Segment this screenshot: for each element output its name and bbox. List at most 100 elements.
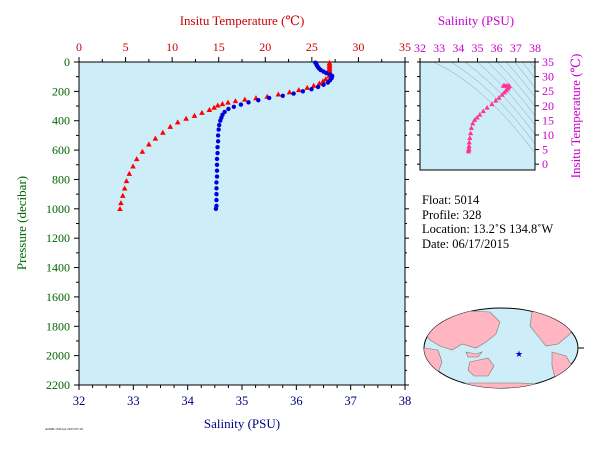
temperature-point (174, 119, 181, 125)
temperature-point (152, 135, 159, 141)
ts-y-tick-label: 10 (542, 128, 554, 142)
temperature-point (206, 106, 213, 112)
salinity-point (214, 162, 220, 167)
isopycnal-line (487, 62, 535, 116)
temperature-point (183, 115, 189, 121)
salinity-point (216, 127, 221, 132)
ts-point (500, 83, 506, 88)
isopycnal-line (514, 62, 535, 88)
float-value: 5014 (454, 193, 480, 207)
bottom-tick-label: 35 (236, 394, 249, 408)
salinity-point (214, 186, 219, 191)
salinity-point (321, 82, 326, 87)
isopycnal-line (496, 62, 535, 107)
temperature-point (139, 148, 146, 154)
ts-point (484, 104, 490, 110)
salinity-point (214, 156, 220, 162)
salinity-point (215, 133, 221, 138)
location-row: Location: 13.2˚S 134.8˚W (422, 222, 553, 237)
temperature-point (146, 141, 152, 147)
bottom-tick-label: 38 (399, 394, 412, 408)
isopycnal-line (464, 62, 535, 135)
footer-credit: AOML/NOAA 2015/07/16 (45, 427, 83, 431)
left-tick-label: 1000 (46, 202, 70, 216)
left-tick-label: 200 (52, 84, 70, 98)
location-label: Location: (422, 222, 470, 236)
ts-point (477, 111, 483, 117)
salinity-point (309, 86, 314, 92)
salinity-point (324, 70, 329, 76)
temperature-point (225, 99, 231, 105)
isopycnal-line (420, 0, 535, 13)
date-label: Date: (422, 236, 450, 251)
left-tick-label: 400 (52, 114, 70, 128)
salinity-point (214, 180, 219, 185)
top-tick-label: 30 (352, 40, 364, 54)
bottom-tick-label: 36 (290, 394, 303, 408)
temperature-point (211, 104, 217, 110)
salinity-point (214, 197, 219, 203)
temperature-point (320, 78, 326, 84)
ts-y-tick-label: 35 (542, 55, 554, 69)
float-label: Float: (422, 193, 452, 207)
ts-y-tick-label: 20 (542, 99, 554, 113)
top-axis-title: Insitu Temperature (℃) (180, 13, 305, 28)
temperature-point (123, 178, 130, 184)
map-land-antarctica (429, 382, 571, 388)
left-tick-label: 800 (52, 172, 70, 186)
salinity-point (216, 122, 222, 128)
temperature-point (241, 96, 248, 102)
float-location-marker: ★ (515, 349, 523, 359)
salinity-point (214, 174, 220, 179)
salinity-point (214, 168, 220, 173)
temperature-point (117, 206, 123, 212)
left-tick-label: 2200 (46, 378, 70, 392)
bottom-tick-label: 37 (344, 394, 357, 408)
salinity-point (300, 89, 306, 94)
salinity-point (238, 102, 244, 107)
temperature-point (232, 98, 239, 104)
ts-y-tick-label: 25 (542, 84, 554, 98)
temperature-point (310, 82, 317, 88)
bottom-tick-label: 33 (127, 394, 140, 408)
salinity-point (256, 97, 261, 103)
left-tick-label: 1600 (46, 290, 70, 304)
ts-y-tick-label: 5 (542, 143, 548, 157)
ts-x-tick-label: 35 (472, 41, 484, 55)
salinity-point (213, 206, 219, 212)
temperature-point (130, 163, 136, 169)
salinity-point (325, 80, 331, 85)
ts-title: Salinity (PSU) (438, 13, 514, 28)
salinity-point (231, 104, 237, 109)
isopycnal-line (432, 62, 535, 154)
left-axis-title: Pressure (decibar) (14, 176, 29, 270)
salinity-point (266, 95, 272, 101)
ts-point (470, 120, 476, 126)
ts-y-tick-label: 30 (542, 70, 554, 84)
ts-point (489, 101, 495, 107)
salinity-point (215, 150, 220, 156)
bottom-tick-label: 32 (73, 394, 86, 408)
temperature-point (304, 84, 310, 90)
temperature-point (133, 156, 140, 162)
salinity-point (226, 106, 231, 112)
ts-x-tick-label: 32 (414, 41, 426, 55)
top-tick-label: 20 (259, 40, 271, 54)
float-row: Float: 5014 (422, 193, 553, 208)
ts-x-tick-label: 37 (510, 41, 522, 55)
temperature-point (296, 87, 302, 93)
temperature-point (214, 102, 221, 108)
map-land-africa (424, 347, 443, 385)
bottom-tick-label: 34 (181, 394, 194, 408)
location-value: 13.2˚S 134.8˚W (473, 222, 554, 236)
top-tick-label: 0 (76, 40, 82, 54)
ts-x-tick-label: 34 (452, 41, 464, 55)
salinity-point (215, 139, 221, 144)
temperature-point (118, 200, 124, 206)
bottom-axis-title: Salinity (PSU) (204, 416, 280, 431)
temperature-point (160, 129, 166, 135)
temperature-point (275, 91, 282, 97)
salinity-point (218, 118, 223, 123)
isopycnal-line (505, 62, 535, 98)
